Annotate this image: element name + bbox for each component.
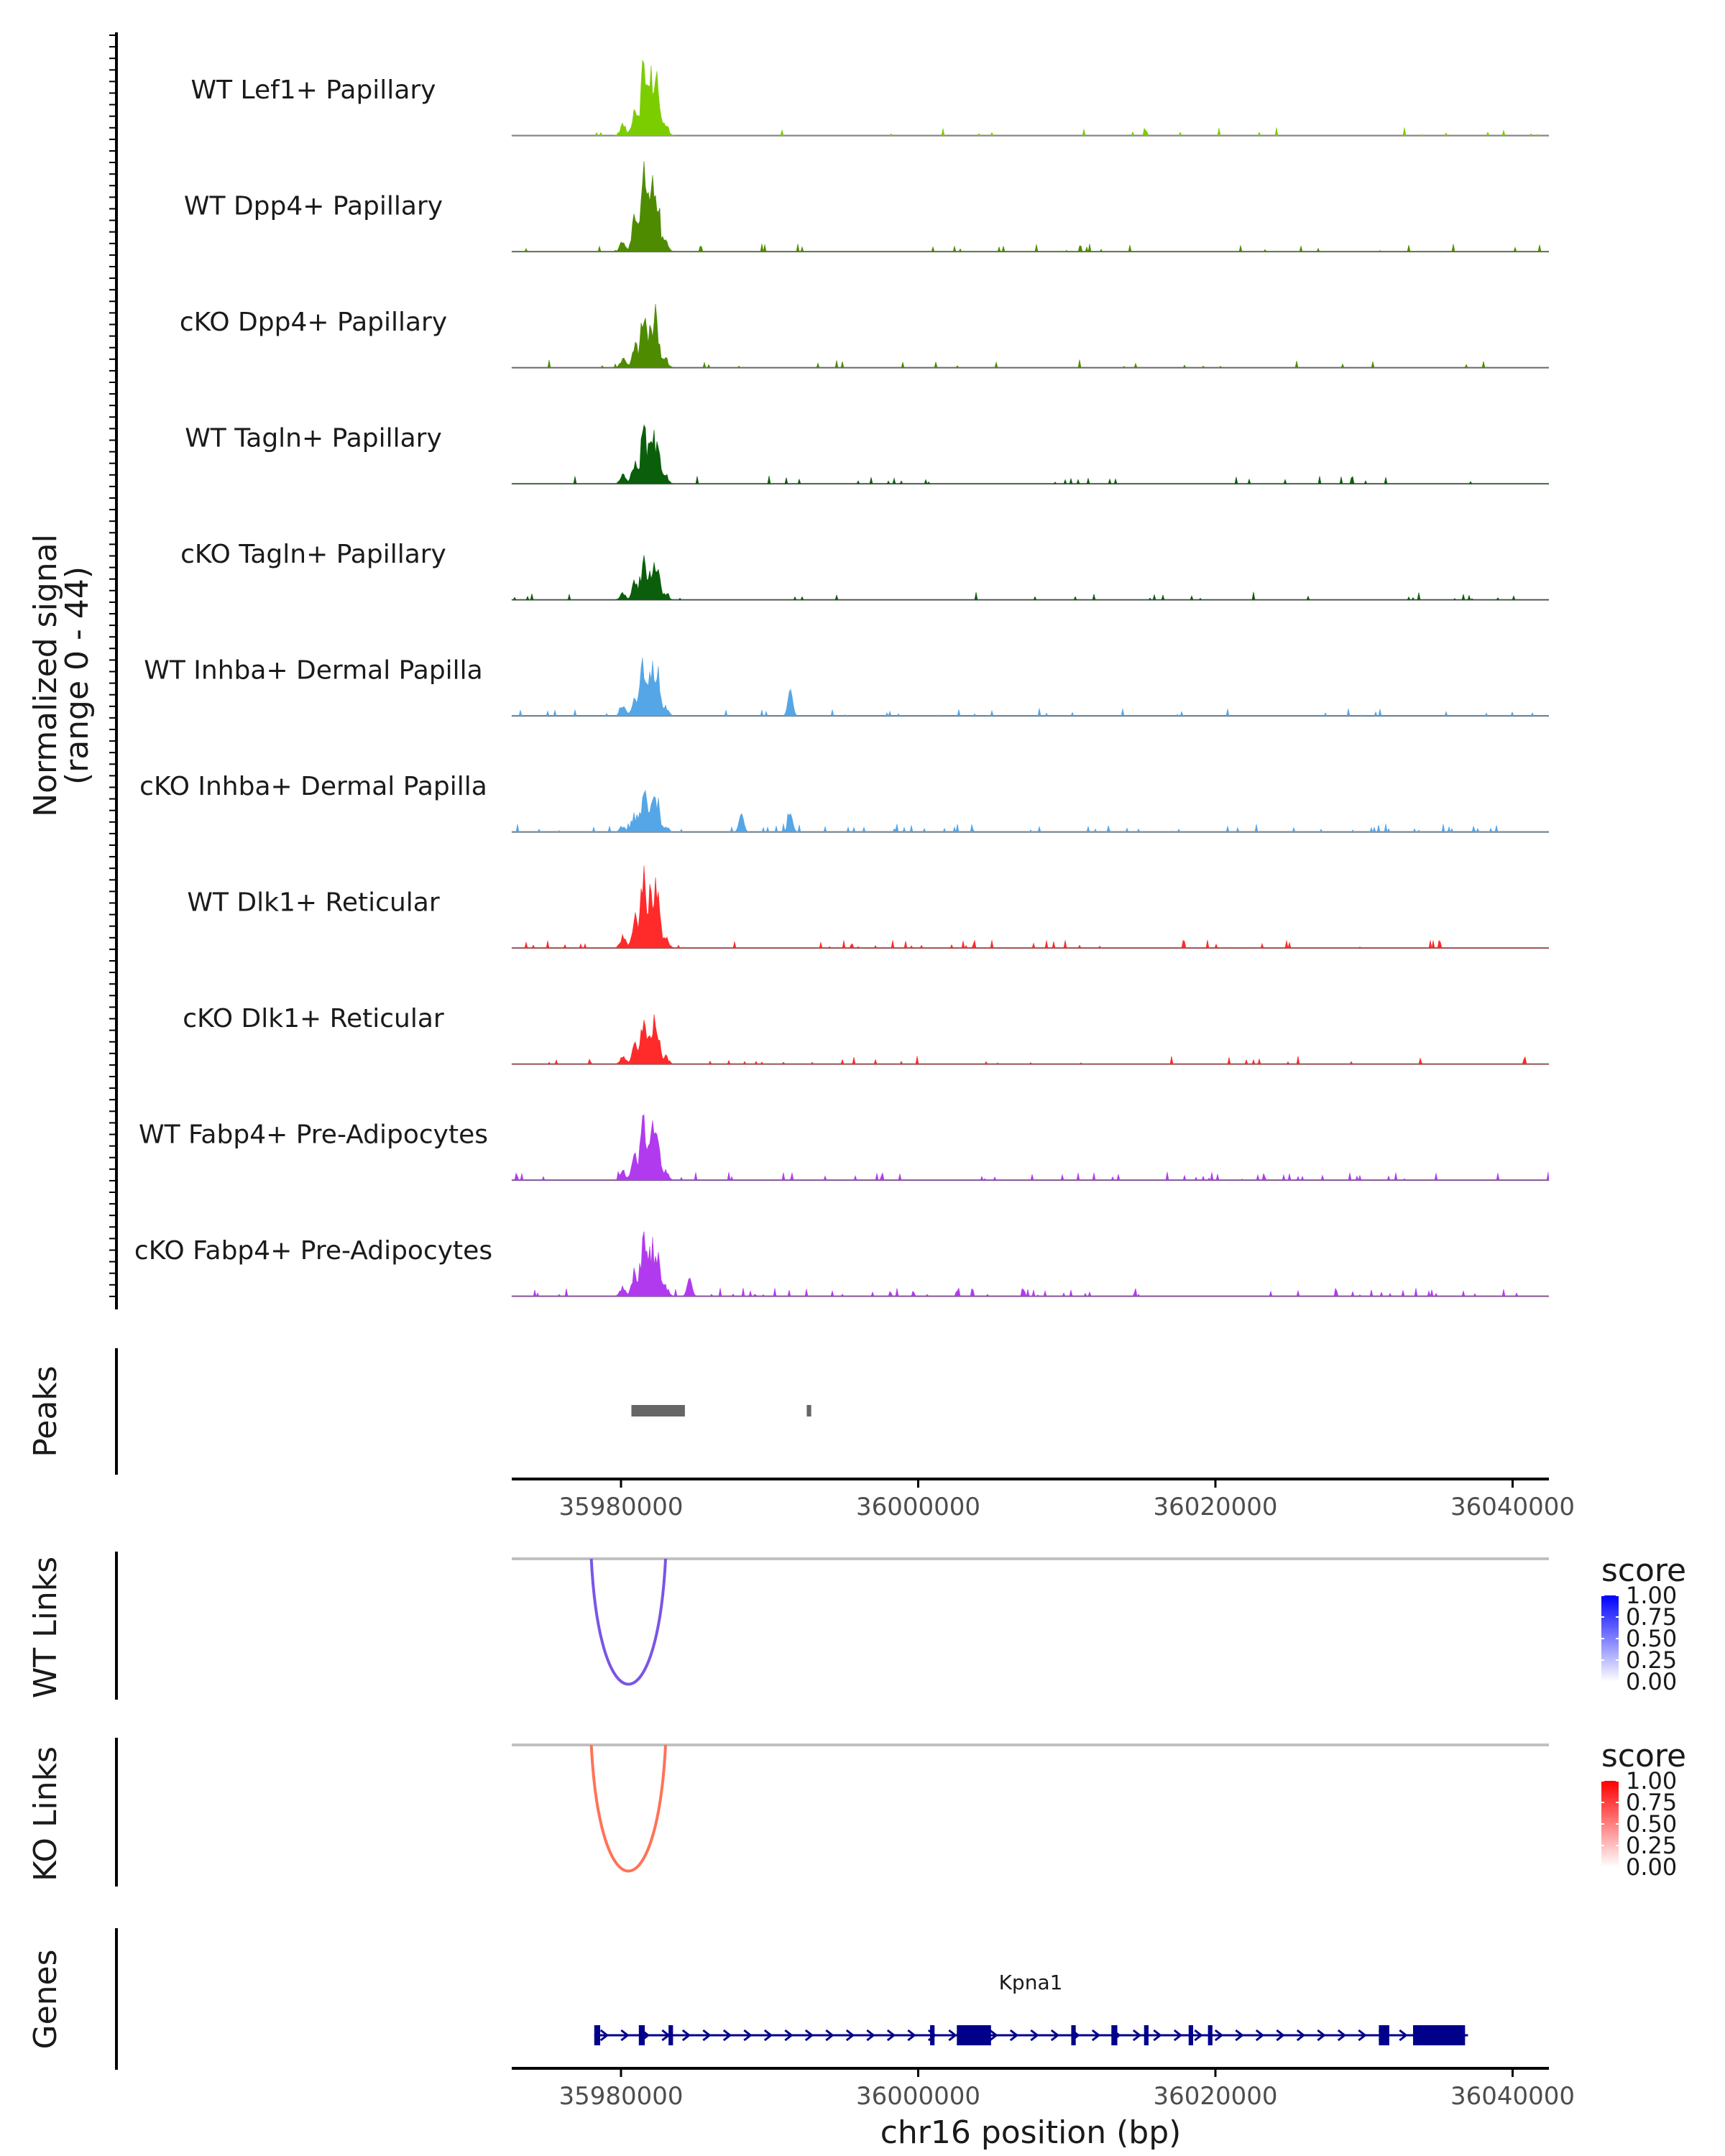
coverage-area xyxy=(511,865,1550,949)
strand-arrow xyxy=(866,2029,875,2042)
strand-arrow xyxy=(886,2029,896,2042)
coverage-area xyxy=(511,161,1550,252)
gene-exon xyxy=(930,2025,935,2045)
strand-arrow xyxy=(681,2029,691,2042)
gene-exon xyxy=(1071,2025,1076,2045)
strand-arrow xyxy=(599,2029,610,2042)
strand-arrow xyxy=(989,2029,998,2042)
x-tick-label: 36040000 xyxy=(1450,2082,1575,2111)
peak-block xyxy=(631,1405,685,1416)
track-label: cKO Dpp4+ Papillary xyxy=(180,308,447,337)
x-tick-label: 36020000 xyxy=(1153,1493,1277,1521)
link-arc xyxy=(589,1744,668,1873)
coverage-area xyxy=(511,658,1550,717)
coverage-area xyxy=(511,60,1550,136)
strand-arrow xyxy=(784,2029,794,2042)
track-label: WT Fabp4+ Pre-Adipocytes xyxy=(139,1120,488,1150)
gene-exon xyxy=(1144,2025,1149,2045)
strand-arrow xyxy=(1235,2029,1244,2042)
coverage-area xyxy=(511,424,1550,484)
legend-title: score xyxy=(1601,1738,1686,1774)
strand-arrow xyxy=(743,2029,753,2042)
legend-label: 1.00 xyxy=(1626,1582,1677,1609)
strand-arrow xyxy=(948,2029,957,2042)
track-label: cKO Tagln+ Papillary xyxy=(180,540,446,569)
legend-label: 0.00 xyxy=(1626,1853,1677,1881)
strand-arrow xyxy=(1296,2029,1306,2042)
peak-block xyxy=(806,1405,811,1416)
legend-label: 0.00 xyxy=(1626,1668,1677,1695)
gene-exon xyxy=(638,2025,645,2045)
legend-title: score xyxy=(1601,1552,1686,1589)
track-label: WT Dlk1+ Reticular xyxy=(187,888,439,918)
x-tick-label: 36020000 xyxy=(1153,2082,1277,2111)
gene-name: Kpna1 xyxy=(999,1971,1063,1994)
gene-exon xyxy=(1111,2025,1118,2045)
strand-arrow xyxy=(1050,2029,1060,2042)
legend-label: 0.50 xyxy=(1626,1810,1677,1838)
track-label: cKO Inhba+ Dermal Papilla xyxy=(139,772,487,801)
strand-arrow xyxy=(620,2029,630,2042)
gene-exon xyxy=(957,2025,991,2045)
strand-arrow xyxy=(845,2029,855,2042)
strand-arrow xyxy=(825,2029,834,2042)
track-label: cKO Fabp4+ Pre-Adipocytes xyxy=(134,1236,492,1266)
peaks-label: Peaks xyxy=(27,1365,64,1457)
gene-exon xyxy=(1188,2025,1193,2045)
strand-arrow xyxy=(763,2029,773,2042)
strand-arrow xyxy=(1153,2029,1162,2042)
coverage-area xyxy=(511,555,1550,601)
legend-label: 0.50 xyxy=(1626,1625,1677,1652)
x-tick-label: 36000000 xyxy=(856,1493,980,1521)
strand-arrow xyxy=(1214,2029,1224,2042)
coverage-area xyxy=(511,1231,1550,1297)
track-label: WT Inhba+ Dermal Papilla xyxy=(144,656,482,686)
track-label: WT Lef1+ Papillary xyxy=(191,75,436,105)
x-tick-label: 36040000 xyxy=(1450,1493,1575,1521)
strand-arrow xyxy=(1132,2029,1142,2042)
gene-exon xyxy=(1412,2025,1466,2045)
track-label: WT Dpp4+ Papillary xyxy=(184,192,443,221)
x-tick-label: 36000000 xyxy=(856,2082,980,2111)
strand-arrow xyxy=(1009,2029,1019,2042)
x-axis-title: chr16 position (bp) xyxy=(880,2114,1182,2151)
gene-exon xyxy=(1208,2025,1213,2045)
x-tick-label: 35980000 xyxy=(558,1493,683,1521)
x-tick-label: 35980000 xyxy=(558,2082,683,2111)
strand-arrow xyxy=(907,2029,916,2042)
strand-arrow xyxy=(1399,2029,1408,2042)
link-arc xyxy=(589,1558,668,1686)
strand-arrow xyxy=(1030,2029,1039,2042)
legend-label: 0.25 xyxy=(1626,1646,1677,1674)
coverage-area xyxy=(511,789,1550,833)
strand-arrow xyxy=(1337,2029,1347,2042)
gene-exon xyxy=(594,2025,601,2045)
links-label: WT Links xyxy=(27,1557,64,1698)
strand-arrow xyxy=(1255,2029,1265,2042)
strand-arrow xyxy=(1358,2029,1367,2042)
coverage-area xyxy=(511,303,1550,368)
coverage-y-label: Normalized signal(range 0 - 44) xyxy=(27,534,96,817)
legend-label: 0.25 xyxy=(1626,1832,1677,1859)
strand-arrow xyxy=(1194,2029,1203,2042)
strand-arrow xyxy=(1091,2029,1101,2042)
strand-arrow xyxy=(702,2029,712,2042)
legend-label: 0.75 xyxy=(1626,1603,1677,1631)
links-label: KO Links xyxy=(27,1746,64,1881)
track-label: cKO Dlk1+ Reticular xyxy=(183,1004,444,1033)
gene-exon xyxy=(668,2025,673,2045)
strand-arrow xyxy=(722,2029,732,2042)
strand-arrow xyxy=(1276,2029,1285,2042)
strand-arrow xyxy=(804,2029,814,2042)
strand-arrow xyxy=(1317,2029,1326,2042)
legend-label: 1.00 xyxy=(1626,1767,1677,1795)
genes-label: Genes xyxy=(27,1949,64,2049)
track-label: WT Tagln+ Papillary xyxy=(185,424,442,453)
legend-label: 0.75 xyxy=(1626,1789,1677,1816)
coverage-area xyxy=(511,1014,1550,1064)
coverage-area xyxy=(511,1114,1550,1181)
gene-exon xyxy=(1379,2025,1389,2045)
strand-arrow xyxy=(1173,2029,1183,2042)
